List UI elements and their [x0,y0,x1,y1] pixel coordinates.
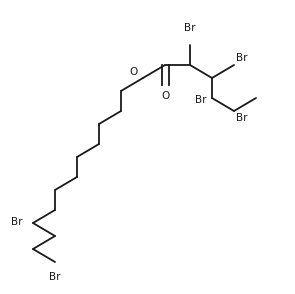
Text: Br: Br [236,113,248,123]
Text: Br: Br [184,23,196,33]
Text: Br: Br [194,95,206,105]
Text: O: O [130,67,138,77]
Text: Br: Br [11,217,22,227]
Text: Br: Br [236,53,248,63]
Text: O: O [161,91,169,101]
Text: Br: Br [49,272,61,282]
